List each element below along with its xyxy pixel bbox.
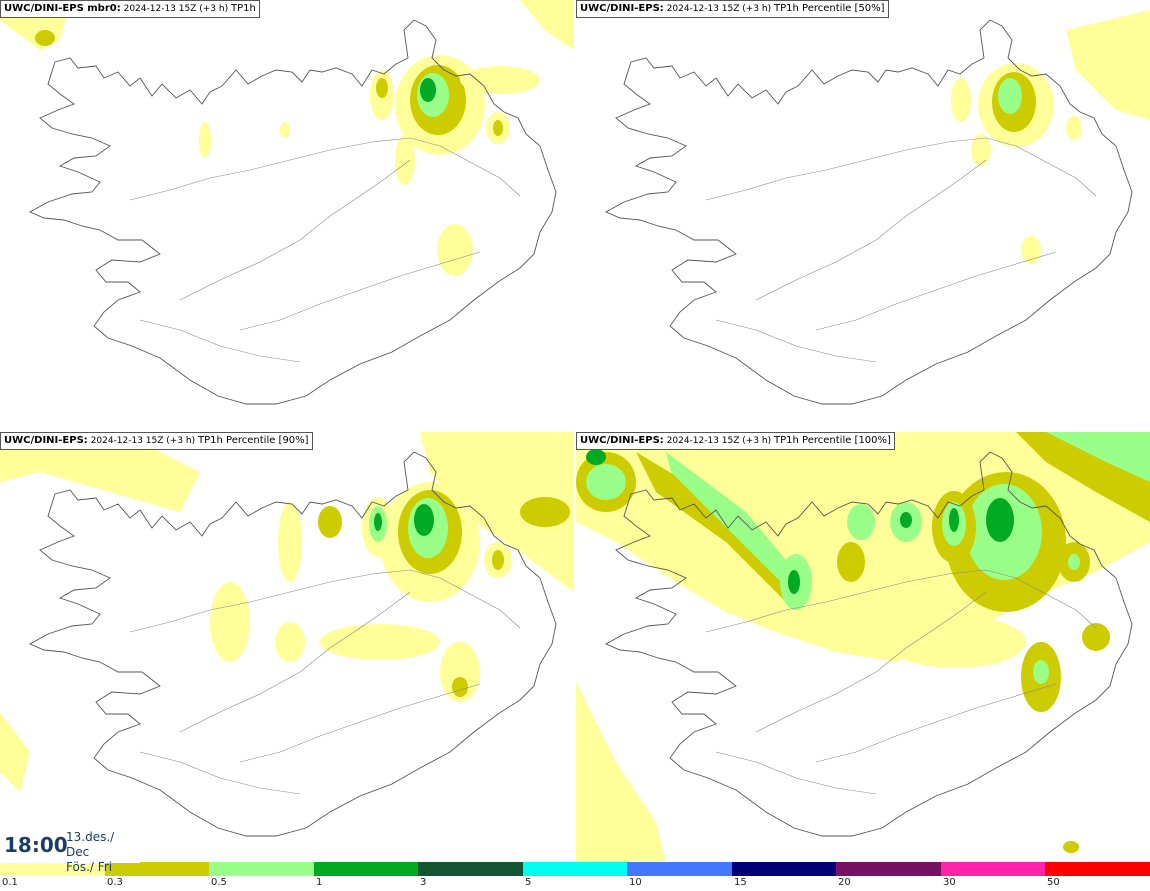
panel-title: UWC/DINI-EPS: 2024-12-13 15Z (+3 h) TP1h… — [576, 432, 895, 450]
legend-tick-label: 3 — [420, 877, 427, 888]
legend-swatch — [418, 862, 523, 876]
map-panel-percentile-50: UWC/DINI-EPS: 2024-12-13 15Z (+3 h) TP1h… — [576, 0, 1150, 430]
legend-swatch — [1045, 862, 1150, 876]
precipitation-map — [0, 432, 574, 837]
valid-time-clock: 18:00 — [4, 833, 68, 857]
panel-title: UWC/DINI-EPS mbr0: 2024-12-13 15Z (+3 h)… — [0, 0, 260, 18]
model-label: UWC/DINI-EPS — [580, 3, 660, 14]
legend-tick-label: 0.5 — [211, 877, 227, 888]
run-label: 2024-12-13 15Z (+3 h) — [666, 436, 772, 446]
valid-time-box: 18:00 13.des./ Dec Fös./ Fri — [0, 827, 140, 874]
param-label: TP1h Percentile [100%] — [774, 435, 891, 446]
legend-swatch — [522, 862, 628, 876]
model-label: UWC/DINI-EPS — [4, 435, 84, 446]
legend-tick-label: 0.3 — [107, 877, 123, 888]
model-label: UWC/DINI-EPS mbr0 — [4, 3, 117, 14]
legend-tick-label: 30 — [943, 877, 956, 888]
color-legend-bar — [0, 862, 1150, 876]
param-label: TP1h — [230, 3, 256, 14]
map-panel-percentile-90: UWC/DINI-EPS: 2024-12-13 15Z (+3 h) TP1h… — [0, 432, 574, 862]
legend-tick-label: 0.1 — [2, 877, 18, 888]
precipitation-map — [0, 0, 574, 405]
map-panel-member0: UWC/DINI-EPS mbr0: 2024-12-13 15Z (+3 h)… — [0, 0, 574, 430]
run-label: 2024-12-13 15Z (+3 h) — [666, 4, 772, 14]
valid-day-line: Fös./ Fri — [66, 860, 113, 874]
legend-tick-label: 20 — [838, 877, 851, 888]
run-label: 2024-12-13 15Z (+3 h) — [90, 436, 196, 446]
legend-swatch — [731, 862, 837, 876]
panel-title: UWC/DINI-EPS: 2024-12-13 15Z (+3 h) TP1h… — [576, 0, 889, 18]
legend-swatch — [836, 862, 941, 876]
param-label: TP1h Percentile [50%] — [774, 3, 885, 14]
map-panel-percentile-100: UWC/DINI-EPS: 2024-12-13 15Z (+3 h) TP1h… — [576, 432, 1150, 862]
legend-tick-label: 5 — [525, 877, 532, 888]
run-label: 2024-12-13 15Z (+3 h) — [123, 4, 229, 14]
legend-tick-label: 15 — [734, 877, 747, 888]
legend-tick-label: 50 — [1047, 877, 1060, 888]
legend-tick-label: 10 — [629, 877, 642, 888]
legend-swatch — [313, 862, 419, 876]
legend-swatch — [209, 862, 314, 876]
legend-swatch — [0, 862, 105, 876]
color-legend-labels: 0.1 0.3 0.5 1 3 5 10 15 20 30 50 — [0, 877, 1150, 891]
model-label: UWC/DINI-EPS — [580, 435, 660, 446]
param-label: TP1h Percentile [90%] — [198, 435, 309, 446]
valid-date-line: 13.des./ Dec — [66, 830, 115, 859]
legend-tick-label: 1 — [316, 877, 323, 888]
legend-swatch — [627, 862, 732, 876]
legend-swatch — [104, 862, 210, 876]
precipitation-map — [576, 432, 1150, 862]
precipitation-map — [605, 10, 1150, 405]
valid-time-date: 13.des./ Dec Fös./ Fri — [66, 830, 140, 875]
panel-title: UWC/DINI-EPS: 2024-12-13 15Z (+3 h) TP1h… — [0, 432, 313, 450]
legend-swatch — [940, 862, 1046, 876]
